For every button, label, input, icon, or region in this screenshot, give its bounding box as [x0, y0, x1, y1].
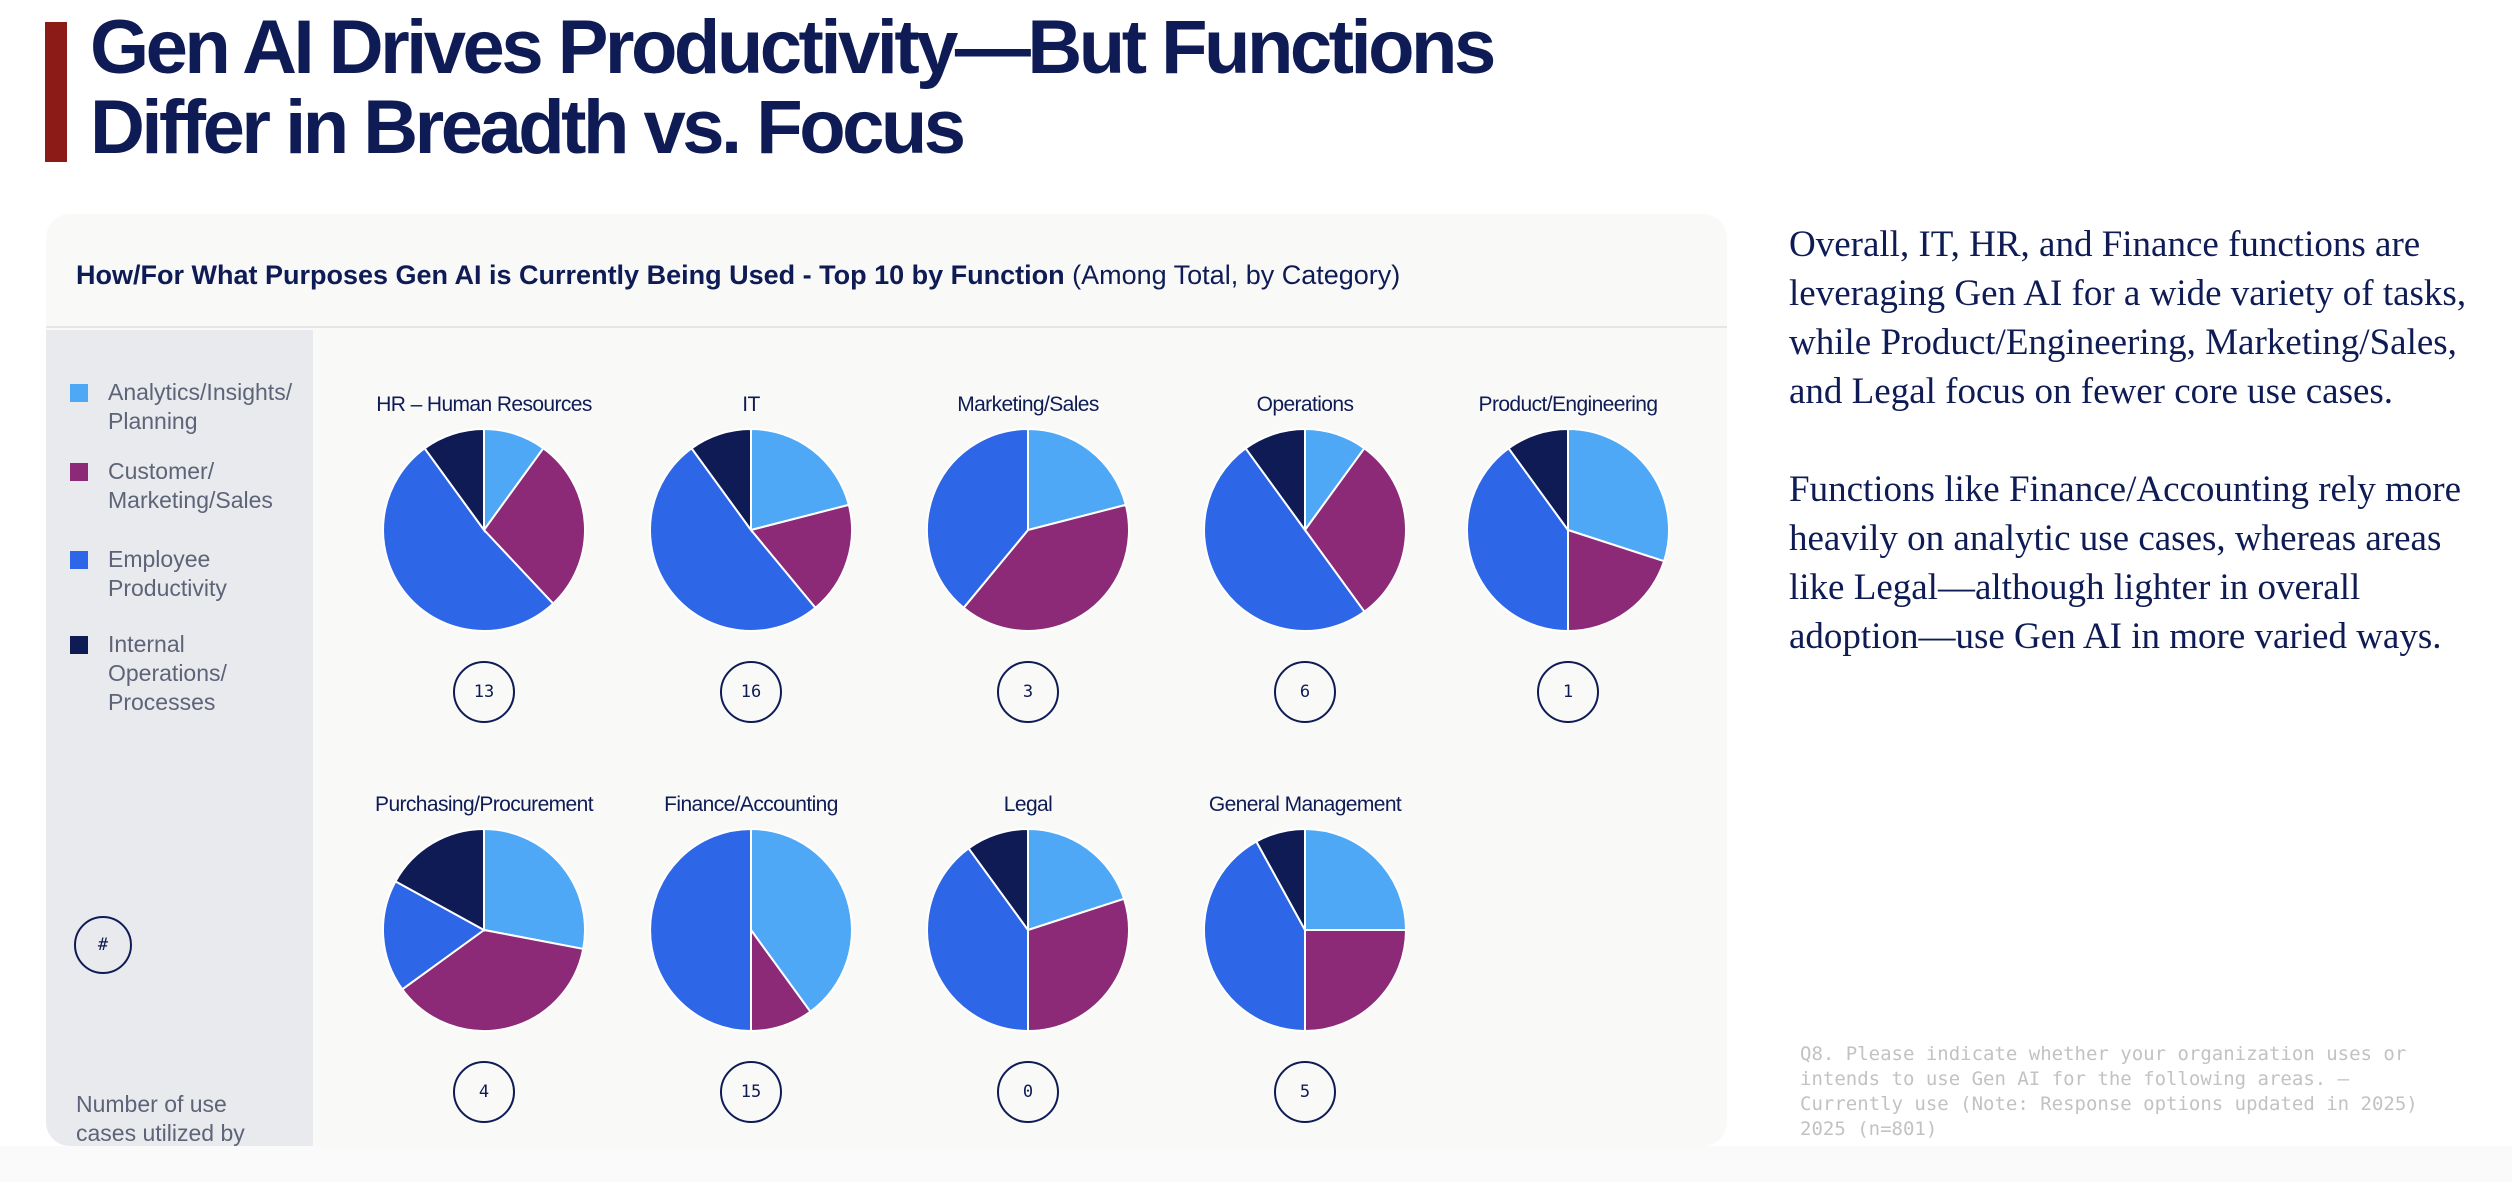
use-case-count-general-management: 5: [1274, 1061, 1336, 1123]
pie-slice-legal-analytics: [1027, 827, 1126, 932]
pie-slice-hr-human-resources-employee-productivity: [382, 446, 555, 632]
chart-panel: How/For What Purposes Gen AI is Currentl…: [46, 214, 1727, 1146]
pie-slice-hr-human-resources-customer-marketing-sales: [482, 446, 586, 606]
pie-slice-general-management-employee-productivity: [1202, 840, 1306, 1033]
count-legend-text: Number of use cases utilized by over two…: [76, 1091, 245, 1146]
pie-slice-purchasing-procurement-employee-productivity: [382, 879, 486, 991]
commentary-paragraph-2: Functions like Finance/Accounting rely m…: [1789, 469, 2462, 657]
pie-slice-legal-employee-productivity: [926, 846, 1029, 1033]
legend-label-customer-marketing-sales: Customer/ Marketing/Sales: [108, 458, 273, 513]
chart-title: How/For What Purposes Gen AI is Currentl…: [76, 260, 1400, 291]
pie-slice-general-management-customer-marketing-sales: [1304, 929, 1408, 1033]
pie-label-product-engineering: Product/Engineering: [1478, 393, 1659, 416]
pie-slice-purchasing-procurement-internal-operations: [394, 827, 485, 932]
pie-slice-finance-accounting-employee-productivity: [649, 827, 752, 1033]
page-title: Gen AI Drives Productivity—But Functions…: [90, 5, 1496, 170]
pie-slice-legal-customer-marketing-sales: [1027, 897, 1130, 1033]
pie-slice-general-management-internal-operations: [1254, 827, 1306, 931]
pie-slice-marketing-sales-employee-productivity: [926, 427, 1029, 610]
legend-item-internal-operations: Internal Operations/ Processes: [70, 630, 293, 717]
legend-item-analytics: Analytics/Insights/ Planning: [70, 378, 293, 436]
pie-slice-it-customer-marketing-sales: [749, 503, 853, 610]
use-case-count-operations: 6: [1274, 661, 1336, 723]
count-legend-circle: #: [74, 916, 132, 974]
use-case-count-purchasing-procurement: 4: [453, 1061, 515, 1123]
legend-label-internal-operations: Internal Operations/ Processes: [108, 631, 227, 715]
pie-slice-product-engineering-analytics: [1567, 427, 1670, 563]
legend-item-customer-marketing-sales: Customer/ Marketing/Sales: [70, 457, 293, 515]
pie-general-management: [1202, 827, 1408, 1033]
pie-slice-operations-internal-operations: [1244, 427, 1306, 534]
pie-it: [649, 427, 853, 632]
use-case-count-hr-human-resources: 13: [453, 661, 515, 723]
pie-slice-finance-accounting-analytics: [750, 827, 853, 1014]
use-case-count-product-engineering: 1: [1537, 661, 1599, 723]
pie-slice-marketing-sales-customer-marketing-sales: [962, 503, 1131, 632]
pie-label-it: IT: [742, 393, 760, 416]
use-case-count-legal: 0: [997, 1061, 1059, 1123]
pie-slice-purchasing-procurement-customer-marketing-sales: [400, 928, 585, 1032]
legend: Analytics/Insights/ Planning Customer/ M…: [46, 330, 313, 1146]
pie-purchasing-procurement: [382, 827, 586, 1032]
pie-product-engineering: [1466, 427, 1670, 633]
commentary-paragraph-1: Overall, IT, HR, and Finance functions a…: [1789, 224, 2467, 412]
bottom-strip: [0, 1146, 2512, 1182]
pie-label-finance-accounting: Finance/Accounting: [664, 793, 838, 816]
use-case-count-finance-accounting: 15: [720, 1061, 782, 1123]
legend-item-employee-productivity: Employee Productivity: [70, 545, 293, 603]
pie-slice-it-internal-operations: [690, 427, 752, 534]
title-accent-bar: [45, 22, 67, 162]
chart-panel-header: How/For What Purposes Gen AI is Currentl…: [46, 214, 1727, 328]
use-case-count-marketing-sales: 3: [997, 661, 1059, 723]
pie-legal: [926, 827, 1130, 1033]
pie-slice-product-engineering-internal-operations: [1507, 427, 1569, 534]
pie-slice-product-engineering-employee-productivity: [1466, 446, 1569, 633]
pie-hr-human-resources: [382, 427, 586, 632]
pie-label-operations: Operations: [1256, 393, 1354, 416]
pie-slice-product-engineering-customer-marketing-sales: [1567, 528, 1666, 633]
pie-slice-it-employee-productivity: [649, 446, 817, 632]
commentary: Overall, IT, HR, and Finance functions a…: [1789, 220, 2469, 710]
pie-slice-general-management-analytics: [1304, 827, 1408, 931]
legend-swatch-internal-operations: [70, 636, 88, 654]
chart-title-subtitle: (Among Total, by Category): [1072, 260, 1401, 290]
legend-swatch-employee-productivity: [70, 551, 88, 569]
pie-label-marketing-sales: Marketing/Sales: [957, 393, 1099, 416]
pie-slice-legal-internal-operations: [967, 827, 1029, 934]
pie-label-legal: Legal: [1003, 793, 1053, 816]
pie-label-purchasing-procurement: Purchasing/Procurement: [375, 793, 594, 816]
legend-label-analytics: Analytics/Insights/ Planning: [108, 379, 293, 434]
pie-slice-hr-human-resources-internal-operations: [423, 427, 485, 534]
pie-slice-operations-customer-marketing-sales: [1303, 446, 1407, 614]
pie-slice-purchasing-procurement-analytics: [483, 827, 586, 951]
chart-title-bold: How/For What Purposes Gen AI is Currentl…: [76, 260, 1065, 290]
pie-operations: [1203, 427, 1407, 632]
pie-charts: [382, 427, 1670, 1033]
pie-label-general-management: General Management: [1208, 793, 1402, 816]
pie-finance-accounting: [649, 827, 853, 1033]
pie-slice-it-analytics: [750, 427, 851, 532]
pie-marketing-sales: [926, 427, 1131, 632]
page-title-line-2: Differ in Breadth vs. Focus: [90, 85, 966, 170]
legend-swatch-customer-marketing-sales: [70, 463, 88, 481]
use-case-count-it: 16: [720, 661, 782, 723]
pie-slice-marketing-sales-analytics: [1027, 427, 1128, 532]
page-title-line-1: Gen AI Drives Productivity—But Functions: [90, 5, 1496, 90]
legend-label-employee-productivity: Employee Productivity: [108, 546, 227, 601]
footnote: Q8. Please indicate whether your organiz…: [1800, 1043, 2418, 1140]
pie-slice-operations-employee-productivity: [1203, 446, 1366, 632]
pie-label-hr-human-resources: HR – Human Resources: [376, 393, 592, 416]
legend-swatch-analytics: [70, 384, 88, 402]
